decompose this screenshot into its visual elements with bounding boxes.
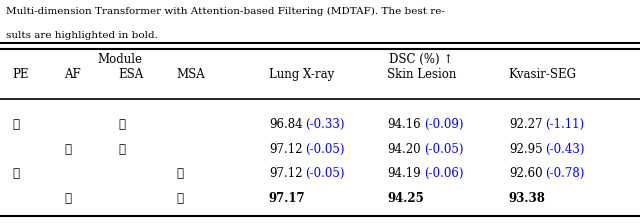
Text: 97.17: 97.17 [269,192,305,205]
Text: 94.16: 94.16 [387,118,421,131]
Text: (-0.05): (-0.05) [305,167,345,180]
Text: 96.84: 96.84 [269,118,303,131]
Text: ✓: ✓ [176,192,183,205]
Text: DSC (%) ↑: DSC (%) ↑ [388,53,453,66]
Text: MSA: MSA [176,68,205,81]
Text: sults are highlighted in bold.: sults are highlighted in bold. [6,31,158,40]
Text: 92.60: 92.60 [509,167,543,180]
Text: 97.12: 97.12 [269,167,302,180]
Text: ✓: ✓ [64,143,71,156]
Text: 94.20: 94.20 [387,143,421,156]
Text: 97.12: 97.12 [269,143,302,156]
Text: Skin Lesion: Skin Lesion [387,68,456,81]
Text: 92.95: 92.95 [509,143,543,156]
Text: 93.38: 93.38 [509,192,546,205]
Text: 94.25: 94.25 [387,192,424,205]
Text: (-0.43): (-0.43) [545,143,585,156]
Text: ✓: ✓ [176,167,183,180]
Text: Multi-dimension Transformer with Attention-based Filtering (MDTAF). The best re-: Multi-dimension Transformer with Attenti… [6,7,445,16]
Text: (-0.09): (-0.09) [424,118,463,131]
Text: Lung X-ray: Lung X-ray [269,68,334,81]
Text: PE: PE [13,68,29,81]
Text: 92.27: 92.27 [509,118,542,131]
Text: ✓: ✓ [13,167,20,180]
Text: (-0.05): (-0.05) [424,143,463,156]
Text: (-0.78): (-0.78) [545,167,585,180]
Text: (-1.11): (-1.11) [545,118,584,131]
Text: 94.19: 94.19 [387,167,421,180]
Text: (-0.06): (-0.06) [424,167,463,180]
Text: ESA: ESA [118,68,143,81]
Text: Kvasir-SEG: Kvasir-SEG [509,68,577,81]
Text: ✓: ✓ [13,118,20,131]
Text: ✓: ✓ [118,143,125,156]
Text: Module: Module [97,53,143,66]
Text: (-0.05): (-0.05) [305,143,345,156]
Text: ✓: ✓ [118,118,125,131]
Text: AF: AF [64,68,81,81]
Text: (-0.33): (-0.33) [305,118,345,131]
Text: ✓: ✓ [64,192,71,205]
